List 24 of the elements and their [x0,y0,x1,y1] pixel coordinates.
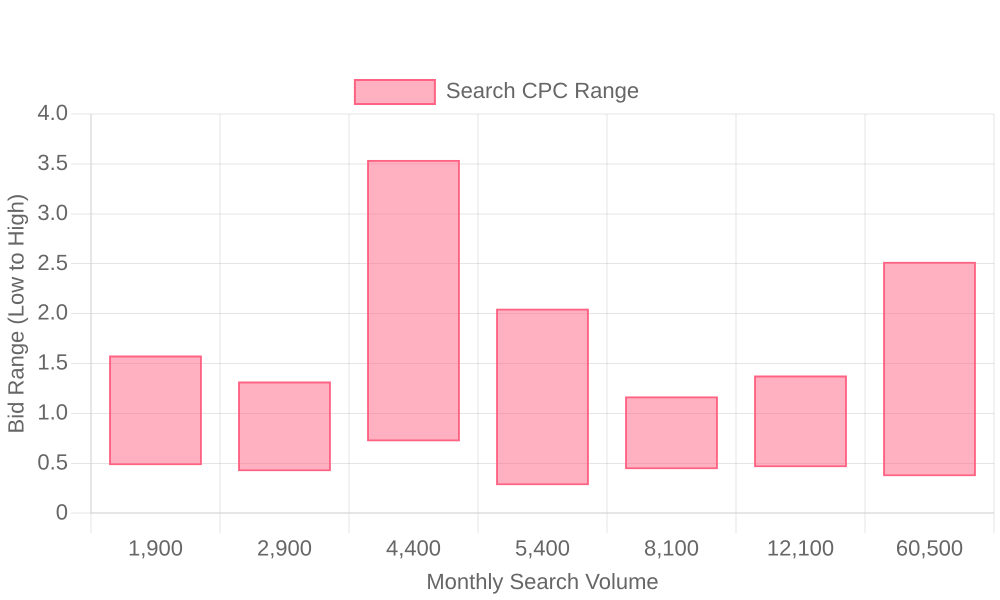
bar [754,375,847,468]
x-tick-label: 8,100 [644,535,700,560]
y-tick-label: 2.0 [37,300,68,325]
x-tick-label: 60,500 [896,535,964,560]
y-tick-label: 0.5 [37,449,68,474]
x-tick-label: 12,100 [766,535,834,560]
y-tick-label: 3.0 [37,200,68,225]
x-tick-label: 5,400 [514,535,570,560]
y-axis-title: Bid Range (Low to High) [3,194,28,434]
bar [109,356,202,466]
x-tick-label: 2,900 [256,535,312,560]
bar [496,308,589,486]
y-tick-label: 3.5 [37,150,68,175]
y-tick-label: 2.5 [37,250,68,275]
x-axis-title: Monthly Search Volume [426,568,659,594]
y-tick-label: 1.5 [37,350,68,375]
y-tick-label: 1.0 [37,399,68,424]
legend-label: Search CPC Range [446,78,640,104]
x-tick-label: 1,900 [128,535,184,560]
bar [625,396,718,470]
y-tick-label: 0 [56,499,68,524]
bar [238,381,331,472]
y-tick-label: 4.0 [37,100,68,126]
x-tick-label: 4,400 [386,535,442,560]
